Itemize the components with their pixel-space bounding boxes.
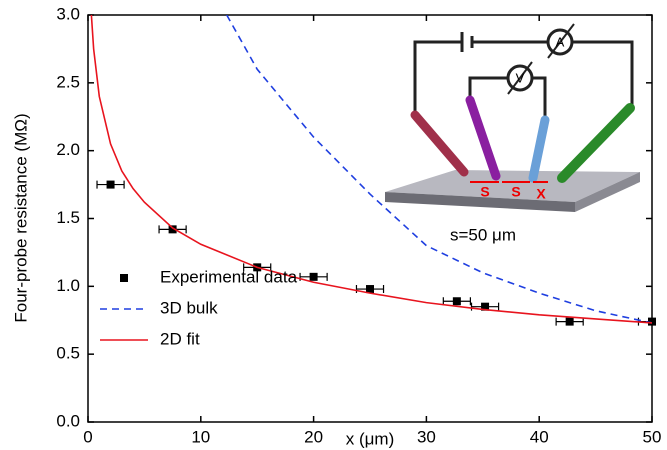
annotation: A	[556, 34, 565, 49]
x-tick-label: 30	[417, 427, 436, 446]
y-tick-label: 0.0	[56, 411, 80, 430]
y-tick-label: 1.5	[56, 208, 80, 227]
probe	[470, 100, 496, 176]
data-point	[310, 273, 318, 281]
annotation: s=50 μm	[450, 225, 516, 244]
wire	[532, 78, 545, 120]
probe	[533, 120, 545, 178]
legend-label: Experimental data	[160, 267, 298, 286]
probe	[562, 108, 630, 178]
y-tick-label: 0.5	[56, 344, 80, 363]
legend-label: 3D bulk	[160, 298, 218, 317]
probes	[415, 100, 630, 178]
x-tick-label: 0	[83, 427, 92, 446]
wire	[470, 78, 508, 100]
x-tick-label: 40	[530, 427, 549, 446]
data-point	[566, 318, 574, 326]
y-tick-label: 1.0	[56, 276, 80, 295]
plot-frame	[88, 15, 652, 422]
annotation: V	[516, 70, 525, 85]
data-point	[107, 181, 115, 189]
wire	[415, 42, 462, 115]
data-point	[453, 297, 461, 305]
y-tick-label: 2.5	[56, 72, 80, 91]
chart: S S X A V s=50 μm x (μm) Four-probe resi…	[0, 0, 667, 450]
x-axis-title: x (μm)	[346, 429, 395, 448]
annotation: S	[480, 184, 489, 200]
y-axis-title: Four-probe resistance (MΩ)	[11, 113, 30, 322]
x-tick-label: 50	[643, 427, 662, 446]
y-tick-label: 3.0	[56, 4, 80, 23]
y-tick-label: 2.0	[56, 140, 80, 159]
page: S S X A V s=50 μm x (μm) Four-probe resi…	[0, 0, 667, 450]
legend-marker	[120, 274, 128, 282]
x-tick-label: 10	[191, 427, 210, 446]
wire	[572, 42, 632, 108]
probe	[415, 115, 464, 172]
annotation: X	[536, 186, 546, 202]
legend-label: 2D fit	[160, 329, 200, 348]
x-tick-label: 20	[304, 427, 323, 446]
annotation: S	[511, 184, 520, 200]
